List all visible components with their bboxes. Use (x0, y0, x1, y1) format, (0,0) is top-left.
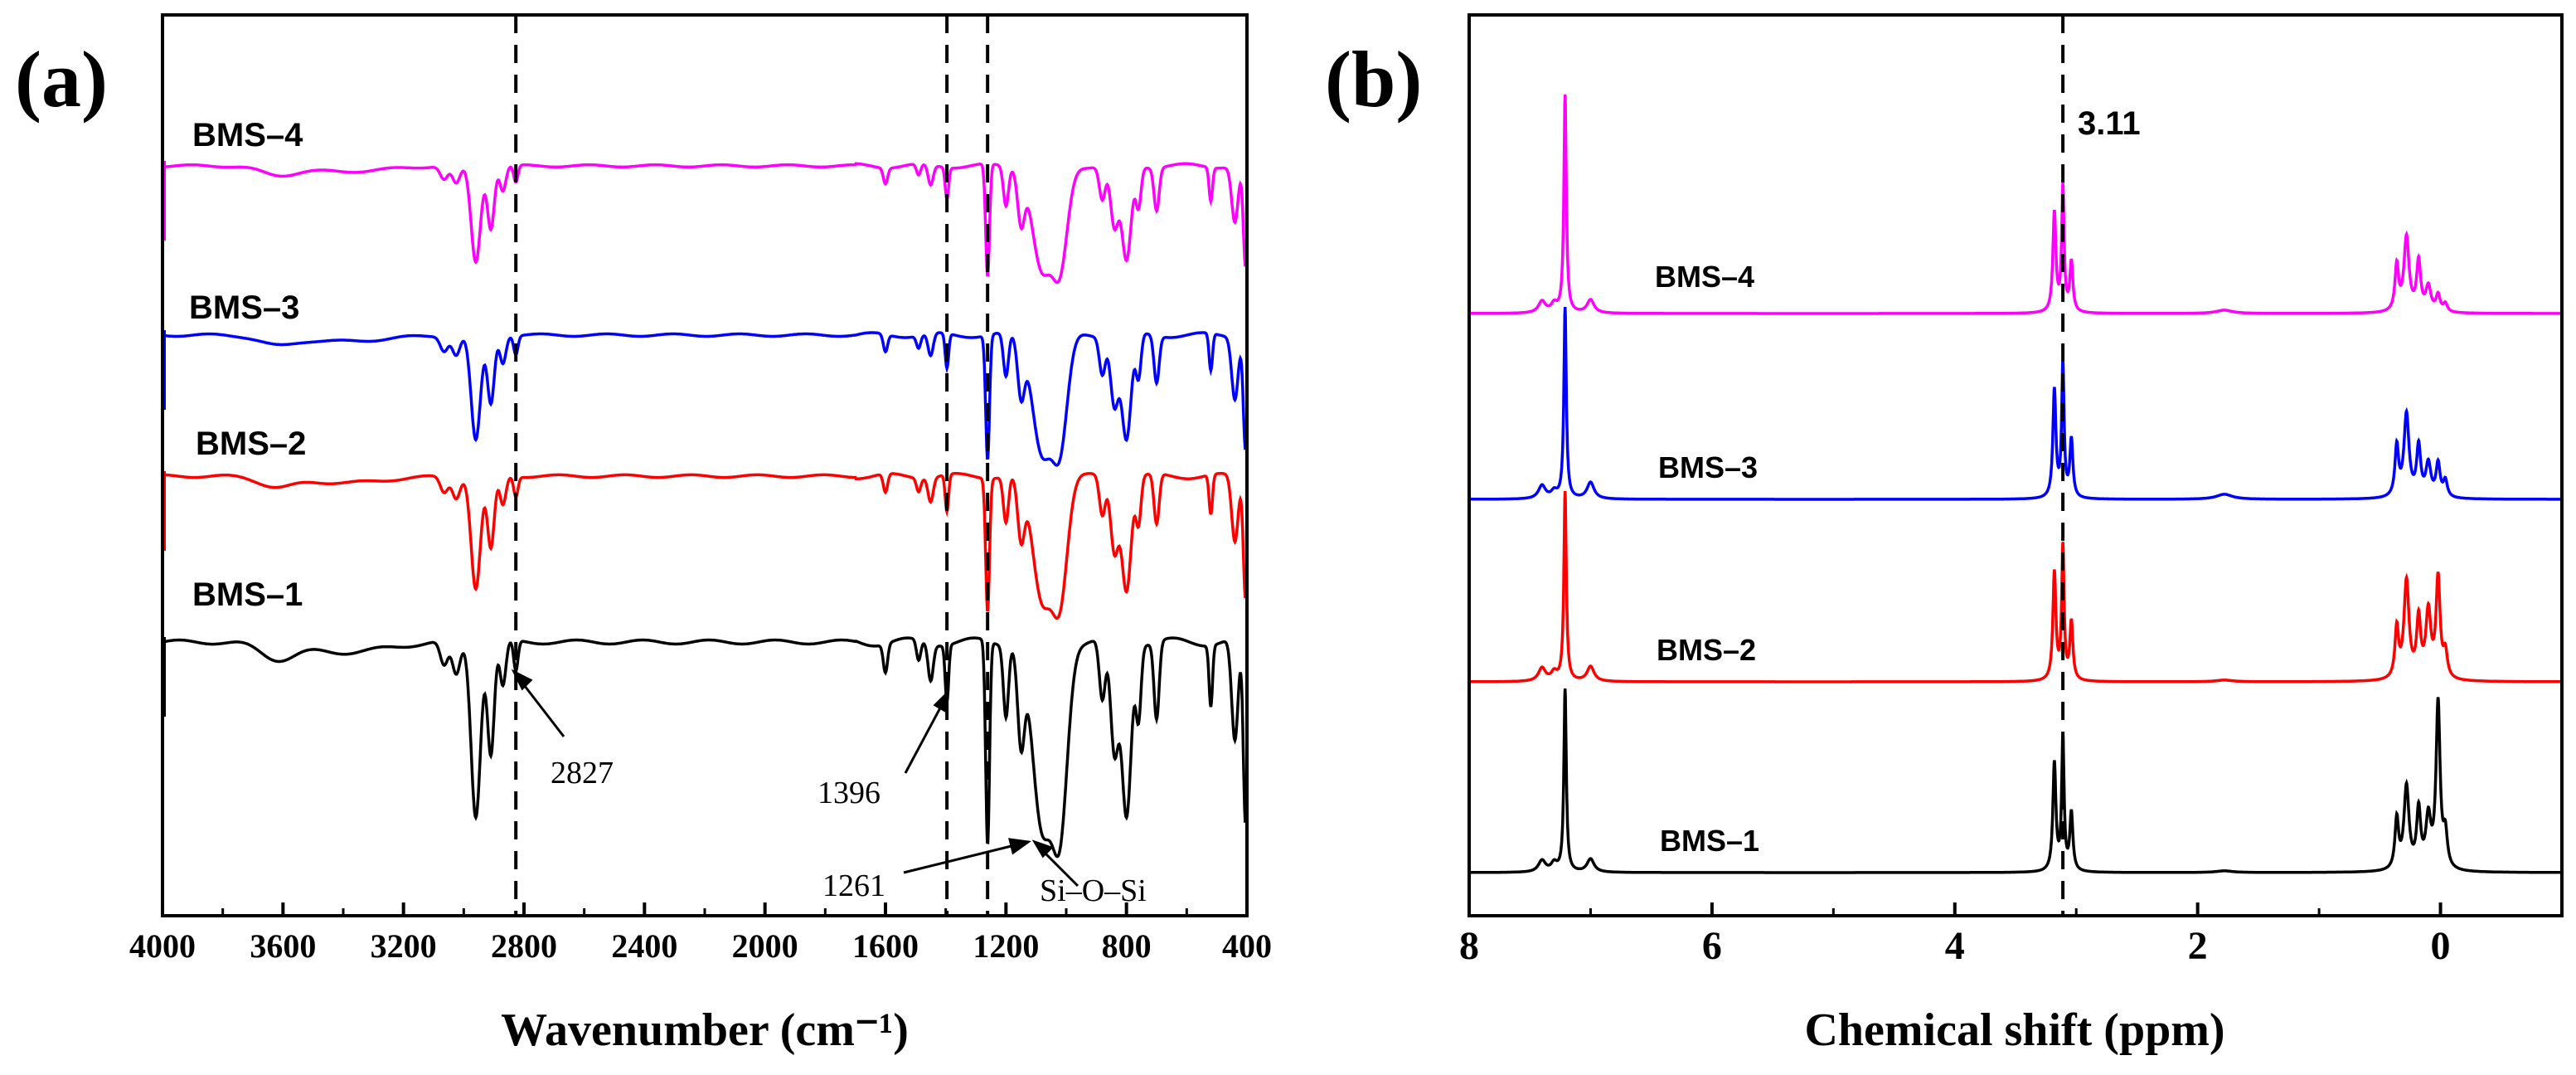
ftir-x-ticks: 4000 3600 3200 2800 2400 2000 1600 1200 800 400 (129, 902, 1272, 965)
ftir-annotation-si-o-si: Si–O–Si (1040, 873, 1147, 908)
nmr-series-line-3 (1469, 307, 2562, 501)
nmr-series-label-bms1: BMS–1 (1660, 824, 1759, 858)
ftir-plot-frame (161, 13, 1249, 917)
nmr-x-tick-label: 6 (1702, 924, 1722, 968)
nmr-series-label-bms4: BMS–4 (1655, 260, 1754, 294)
nmr-series-label-bms3: BMS–3 (1658, 450, 1758, 484)
ftir-x-tick-label: 1600 (852, 927, 919, 965)
ftir-series-line-4 (162, 162, 1249, 285)
nmr-x-tick-label: 8 (1459, 924, 1479, 968)
nmr-x-axis-title: Chemical shift (ppm) (1804, 1004, 2224, 1056)
nmr-x-tick-label: 2 (2188, 924, 2208, 968)
ftir-annotation-arrows (511, 669, 1079, 888)
ftir-x-tick-label: 3600 (250, 927, 316, 965)
ftir-series-label-bms2: BMS–2 (196, 426, 306, 462)
nmr-x-tick-label: 0 (2431, 924, 2451, 968)
nmr-series-line-4 (1469, 95, 2562, 315)
panel-b-label: (b) (1325, 35, 1422, 124)
ftir-x-tick-label: 2000 (732, 927, 798, 965)
ftir-x-axis-title: Wavenumber (cm⁻¹) (501, 1004, 909, 1056)
ftir-annotation-1396: 1396 (817, 776, 880, 810)
panel-a-label: (a) (15, 35, 108, 124)
nmr-series-line-1 (1469, 688, 2562, 874)
ftir-series-line-3 (162, 331, 1249, 467)
ftir-x-tick-label: 3200 (371, 927, 437, 965)
ftir-series-line-2 (163, 472, 1249, 620)
nmr-plot-frame (1467, 13, 2564, 917)
ftir-x-tick-label: 1200 (973, 927, 1039, 965)
nmr-x-tick-label: 4 (1945, 924, 1965, 968)
nmr-series-line-2 (1469, 490, 2562, 683)
ftir-x-tick-label: 2800 (491, 927, 557, 965)
nmr-curves (1469, 95, 2562, 874)
nmr-series-label-bms2: BMS–2 (1657, 633, 1756, 667)
ftir-curves (162, 161, 1249, 859)
ftir-series-label-bms3: BMS–3 (189, 289, 299, 326)
nmr-annotation-3-11: 3.11 (2078, 105, 2141, 142)
ftir-x-tick-label: 2400 (611, 927, 677, 965)
ftir-x-tick-label: 400 (1222, 927, 1272, 965)
ftir-x-tick-label: 4000 (129, 927, 196, 965)
ftir-series-label-bms4: BMS–4 (192, 117, 303, 153)
ftir-panel: (a) 4000 3600 3200 2800 2400 2000 1600 1200 800 4… (15, 13, 1272, 1056)
ftir-annotation-1261: 1261 (822, 868, 885, 903)
ftir-annotation-2827: 2827 (551, 756, 614, 790)
ftir-series-label-bms1: BMS–1 (192, 576, 303, 613)
ftir-x-tick-label: 800 (1102, 927, 1152, 965)
nmr-panel: (b) 8 6 4 2 0 Chemical shift (ppm) BMS–4 BMS… (1325, 13, 2564, 1056)
ftir-series-line-1 (162, 636, 1249, 859)
ftir-reference-lines (514, 15, 990, 916)
nmr-x-ticks: 8 6 4 2 0 (1459, 902, 2564, 968)
